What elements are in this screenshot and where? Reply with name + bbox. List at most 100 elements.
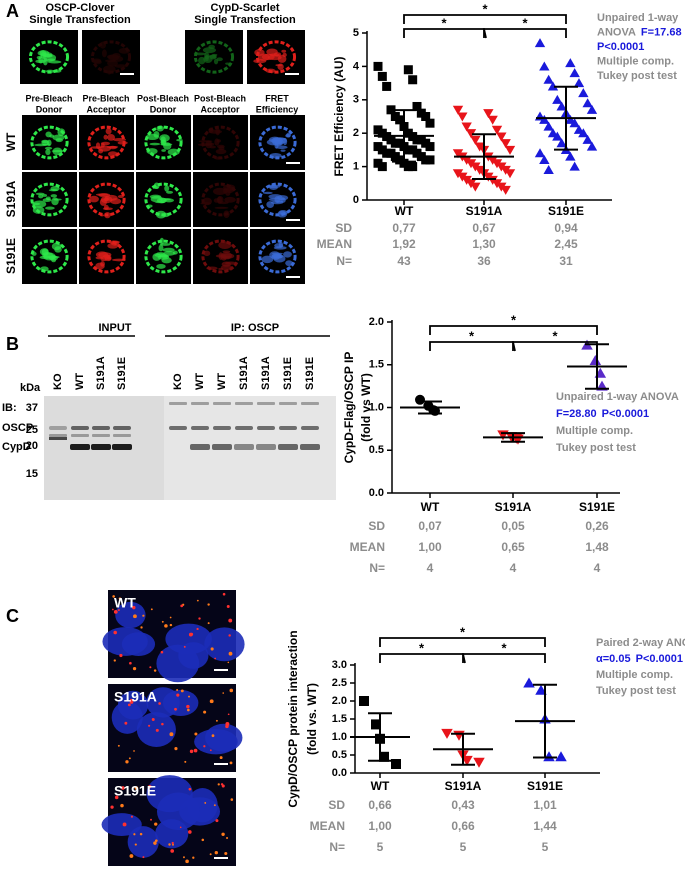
cell-body <box>30 182 69 217</box>
cell-texture <box>214 156 223 160</box>
pla-dot <box>117 744 120 747</box>
column-header: Post-Bleach <box>137 93 189 103</box>
table-value: 0,26 <box>585 519 609 533</box>
data-point <box>573 78 585 88</box>
cell <box>87 125 128 160</box>
pla-dot <box>150 818 152 821</box>
cell <box>197 125 240 160</box>
pla-dot <box>192 856 195 859</box>
pla-dot <box>227 713 230 716</box>
cell-body <box>193 40 235 74</box>
nucleus <box>204 627 245 662</box>
table-value: 43 <box>397 254 411 268</box>
cell-texture <box>202 197 212 206</box>
cell-texture <box>202 47 216 54</box>
row-label: S191A <box>4 180 18 217</box>
cell-texture <box>217 196 224 204</box>
pla-dot <box>184 760 187 763</box>
cell-texture <box>99 41 107 49</box>
panel-label: B <box>6 334 19 354</box>
cell-texture <box>117 194 125 199</box>
image-title: OSCP-Clover <box>45 2 115 14</box>
micrograph <box>193 115 248 170</box>
cell-texture <box>206 266 218 271</box>
cell-texture <box>52 147 63 156</box>
cell-texture <box>269 184 278 191</box>
significance-label: * <box>460 624 466 639</box>
band <box>235 402 253 405</box>
pla-dot <box>155 839 158 842</box>
cell-texture <box>42 143 51 146</box>
cell-texture <box>100 261 105 267</box>
cell <box>253 40 297 74</box>
cell-texture <box>211 56 217 59</box>
cell <box>30 239 69 274</box>
cell-texture <box>108 54 120 61</box>
data-point <box>491 125 503 135</box>
band <box>112 444 132 450</box>
table-value: 5 <box>460 840 467 854</box>
cell-texture <box>146 204 153 208</box>
y-tick-label: 1.0 <box>332 731 347 743</box>
cell <box>200 182 240 218</box>
cell-texture <box>273 246 287 250</box>
data-point <box>504 169 516 179</box>
x-tick-label: WT <box>421 500 440 514</box>
pla-dot <box>229 688 234 693</box>
y-axis-label: FRET Efficiency (AU) <box>332 56 346 176</box>
data-point <box>386 105 396 115</box>
pla-dot <box>188 830 192 834</box>
lane-label: KO <box>52 373 64 390</box>
data-point <box>457 112 468 122</box>
data-point <box>425 118 435 128</box>
cell-texture <box>98 193 111 198</box>
cell-texture <box>277 63 284 70</box>
band <box>113 434 131 437</box>
cell-texture <box>166 190 174 194</box>
table-value: 2,45 <box>554 237 578 251</box>
y-tick-label: 4 <box>353 60 360 72</box>
pla-dot <box>113 630 117 635</box>
pla-dot <box>190 632 194 636</box>
column-header: Donor <box>36 104 63 114</box>
cell <box>201 239 240 274</box>
pla-dot <box>153 669 157 672</box>
nucleus <box>178 642 209 669</box>
cell-texture <box>45 148 51 156</box>
x-tick-label: S191E <box>548 204 584 218</box>
pla-dot <box>222 592 226 596</box>
cell-texture <box>41 139 49 144</box>
data-point <box>461 755 473 766</box>
cell-texture <box>262 191 273 195</box>
cell-texture <box>53 69 62 73</box>
table-row-label: N= <box>329 840 345 854</box>
y-tick-label: 2.5 <box>332 677 347 689</box>
table-value: 0,43 <box>451 798 475 812</box>
significance-label: * <box>522 15 528 30</box>
cell-texture <box>117 141 128 145</box>
pla-dot <box>134 843 137 846</box>
data-point <box>565 58 576 68</box>
table-value: 1,92 <box>392 237 416 251</box>
kda-label: kDa <box>20 382 41 394</box>
y-tick-label: 5 <box>353 27 359 39</box>
pla-dot <box>120 803 124 808</box>
band <box>235 426 253 430</box>
cell-texture <box>114 64 128 68</box>
cell-texture <box>214 138 220 146</box>
data-point <box>569 118 580 128</box>
data-point <box>473 757 485 768</box>
pla-dot <box>222 692 225 694</box>
nucleus <box>115 601 146 629</box>
cell-texture <box>51 257 57 263</box>
cell-texture <box>39 248 49 256</box>
column-header: Donor <box>150 104 177 114</box>
stats-text: Tukey post test <box>597 70 677 82</box>
table-value: 0,66 <box>451 819 475 833</box>
table-value: 1,01 <box>533 798 557 812</box>
nucleus <box>162 689 199 716</box>
pla-dot <box>186 704 190 709</box>
data-point <box>465 129 477 139</box>
cell-texture <box>282 52 287 58</box>
